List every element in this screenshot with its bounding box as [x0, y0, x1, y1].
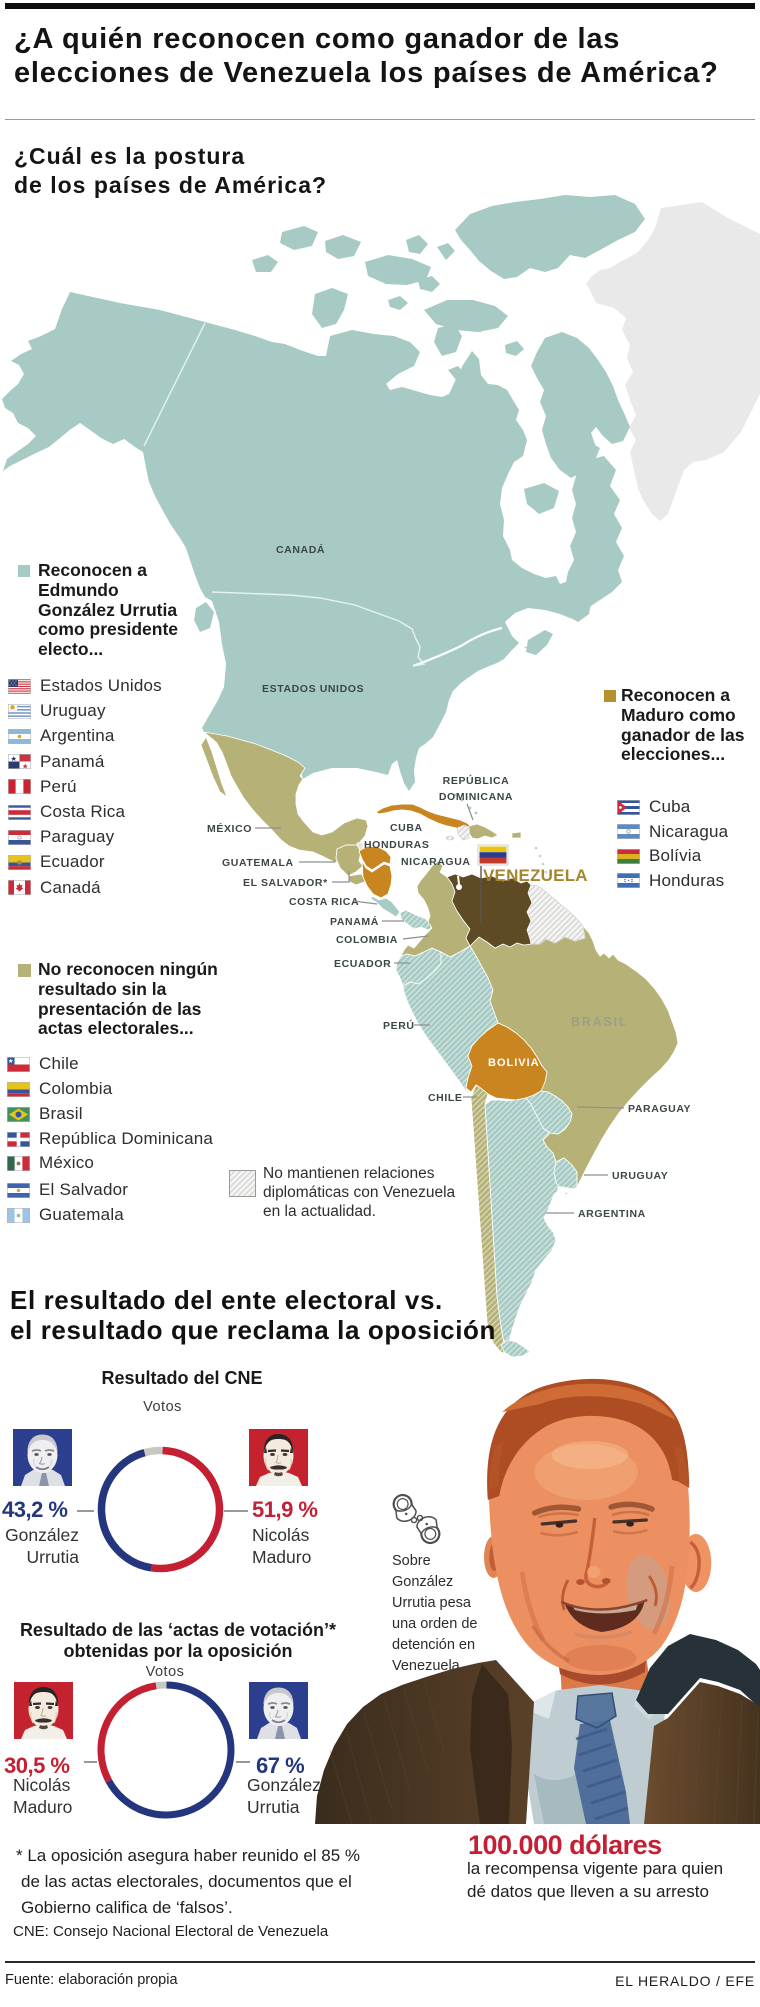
svg-text:HONDURAS: HONDURAS	[364, 839, 429, 851]
svg-text:PANAMÁ: PANAMÁ	[330, 915, 379, 928]
svg-text:URUGUAY: URUGUAY	[612, 1170, 668, 1182]
svg-text:PERÚ: PERÚ	[383, 1019, 415, 1032]
svg-text:CHILE: CHILE	[428, 1092, 463, 1104]
svg-text:BRASIL: BRASIL	[571, 1015, 628, 1029]
svg-text:ECUADOR: ECUADOR	[334, 958, 391, 970]
svg-text:GUATEMALA: GUATEMALA	[222, 857, 294, 869]
svg-text:MÉXICO: MÉXICO	[207, 822, 252, 835]
svg-text:CANADÁ: CANADÁ	[276, 543, 325, 556]
svg-text:NICARAGUA: NICARAGUA	[401, 856, 471, 868]
svg-text:ESTADOS UNIDOS: ESTADOS UNIDOS	[262, 683, 364, 695]
svg-text:BOLIVIA: BOLIVIA	[488, 1057, 540, 1069]
svg-text:EL SALVADOR*: EL SALVADOR*	[243, 877, 328, 889]
svg-text:VENEZUELA: VENEZUELA	[483, 866, 588, 885]
svg-text:CUBA: CUBA	[390, 822, 423, 834]
svg-text:COSTA RICA: COSTA RICA	[289, 896, 359, 908]
svg-text:PARAGUAY: PARAGUAY	[628, 1103, 691, 1115]
svg-text:REPÚBLICA: REPÚBLICA	[443, 774, 510, 787]
svg-text:COLOMBIA: COLOMBIA	[336, 934, 398, 946]
svg-text:DOMINICANA: DOMINICANA	[439, 791, 513, 803]
svg-text:ARGENTINA: ARGENTINA	[578, 1208, 646, 1220]
